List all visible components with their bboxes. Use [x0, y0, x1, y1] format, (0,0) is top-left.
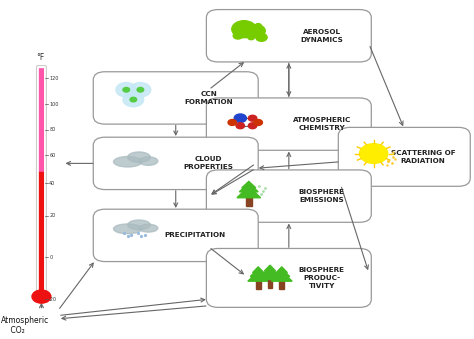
Polygon shape	[274, 269, 290, 277]
FancyBboxPatch shape	[206, 248, 371, 307]
Text: 60: 60	[49, 153, 55, 158]
Circle shape	[248, 25, 265, 37]
FancyBboxPatch shape	[39, 171, 44, 297]
Text: Atmospheric
    CO₂: Atmospheric CO₂	[1, 316, 50, 335]
Ellipse shape	[128, 220, 150, 230]
Bar	[279, 280, 284, 290]
Text: BIOSPHERE
PRODUC-
TIVITY: BIOSPHERE PRODUC- TIVITY	[299, 267, 345, 289]
Text: 0: 0	[49, 255, 52, 260]
Circle shape	[254, 120, 263, 125]
Circle shape	[359, 144, 388, 163]
Polygon shape	[276, 267, 287, 273]
Text: BIOSPHERE
EMISSIONS: BIOSPHERE EMISSIONS	[299, 189, 345, 203]
Text: °F: °F	[36, 53, 45, 62]
Circle shape	[255, 24, 262, 28]
Text: AEROSOL
DYNAMICS: AEROSOL DYNAMICS	[301, 29, 343, 43]
Circle shape	[248, 115, 257, 121]
Polygon shape	[253, 267, 264, 273]
Circle shape	[248, 35, 255, 40]
Polygon shape	[248, 272, 269, 281]
Circle shape	[228, 120, 237, 125]
Polygon shape	[237, 186, 261, 198]
Text: ATMOSPHERIC
CHEMISTRY: ATMOSPHERIC CHEMISTRY	[292, 117, 351, 131]
Circle shape	[242, 23, 246, 26]
Text: PRECIPITATION: PRECIPITATION	[164, 232, 225, 238]
Circle shape	[130, 83, 151, 97]
Text: 40: 40	[49, 181, 55, 185]
Circle shape	[123, 92, 144, 107]
Bar	[268, 278, 273, 288]
Circle shape	[233, 33, 243, 39]
Circle shape	[123, 87, 129, 92]
Bar	[246, 197, 252, 206]
FancyBboxPatch shape	[39, 68, 44, 172]
Circle shape	[256, 34, 267, 41]
Text: SCATTERING OF
RADIATION: SCATTERING OF RADIATION	[391, 150, 456, 164]
Text: CCN
FORMATION: CCN FORMATION	[184, 91, 233, 105]
Ellipse shape	[128, 152, 150, 162]
Ellipse shape	[114, 157, 142, 167]
Polygon shape	[250, 269, 266, 277]
Circle shape	[248, 123, 257, 129]
Circle shape	[32, 290, 51, 303]
Polygon shape	[262, 267, 278, 275]
Ellipse shape	[139, 157, 158, 165]
Text: 100: 100	[49, 101, 59, 106]
Circle shape	[137, 87, 144, 92]
Circle shape	[232, 21, 256, 38]
FancyBboxPatch shape	[93, 209, 258, 262]
Circle shape	[236, 123, 245, 129]
Text: -20: -20	[49, 297, 57, 302]
Text: CLOUD
PROPERTIES: CLOUD PROPERTIES	[184, 156, 234, 171]
Polygon shape	[260, 270, 280, 280]
Bar	[256, 280, 261, 290]
Circle shape	[234, 114, 246, 122]
FancyBboxPatch shape	[338, 127, 470, 186]
Polygon shape	[239, 183, 258, 192]
FancyBboxPatch shape	[206, 170, 371, 222]
FancyBboxPatch shape	[206, 9, 371, 62]
Text: 20: 20	[49, 213, 55, 218]
FancyBboxPatch shape	[206, 98, 371, 150]
Polygon shape	[242, 181, 256, 188]
Polygon shape	[264, 265, 276, 271]
Circle shape	[130, 97, 137, 102]
FancyBboxPatch shape	[93, 137, 258, 190]
FancyBboxPatch shape	[93, 72, 258, 124]
Ellipse shape	[139, 224, 158, 232]
Text: 120: 120	[49, 76, 59, 81]
FancyBboxPatch shape	[36, 65, 46, 297]
Text: 80: 80	[49, 127, 55, 132]
Ellipse shape	[114, 224, 142, 234]
Polygon shape	[272, 272, 292, 281]
Circle shape	[116, 83, 137, 97]
